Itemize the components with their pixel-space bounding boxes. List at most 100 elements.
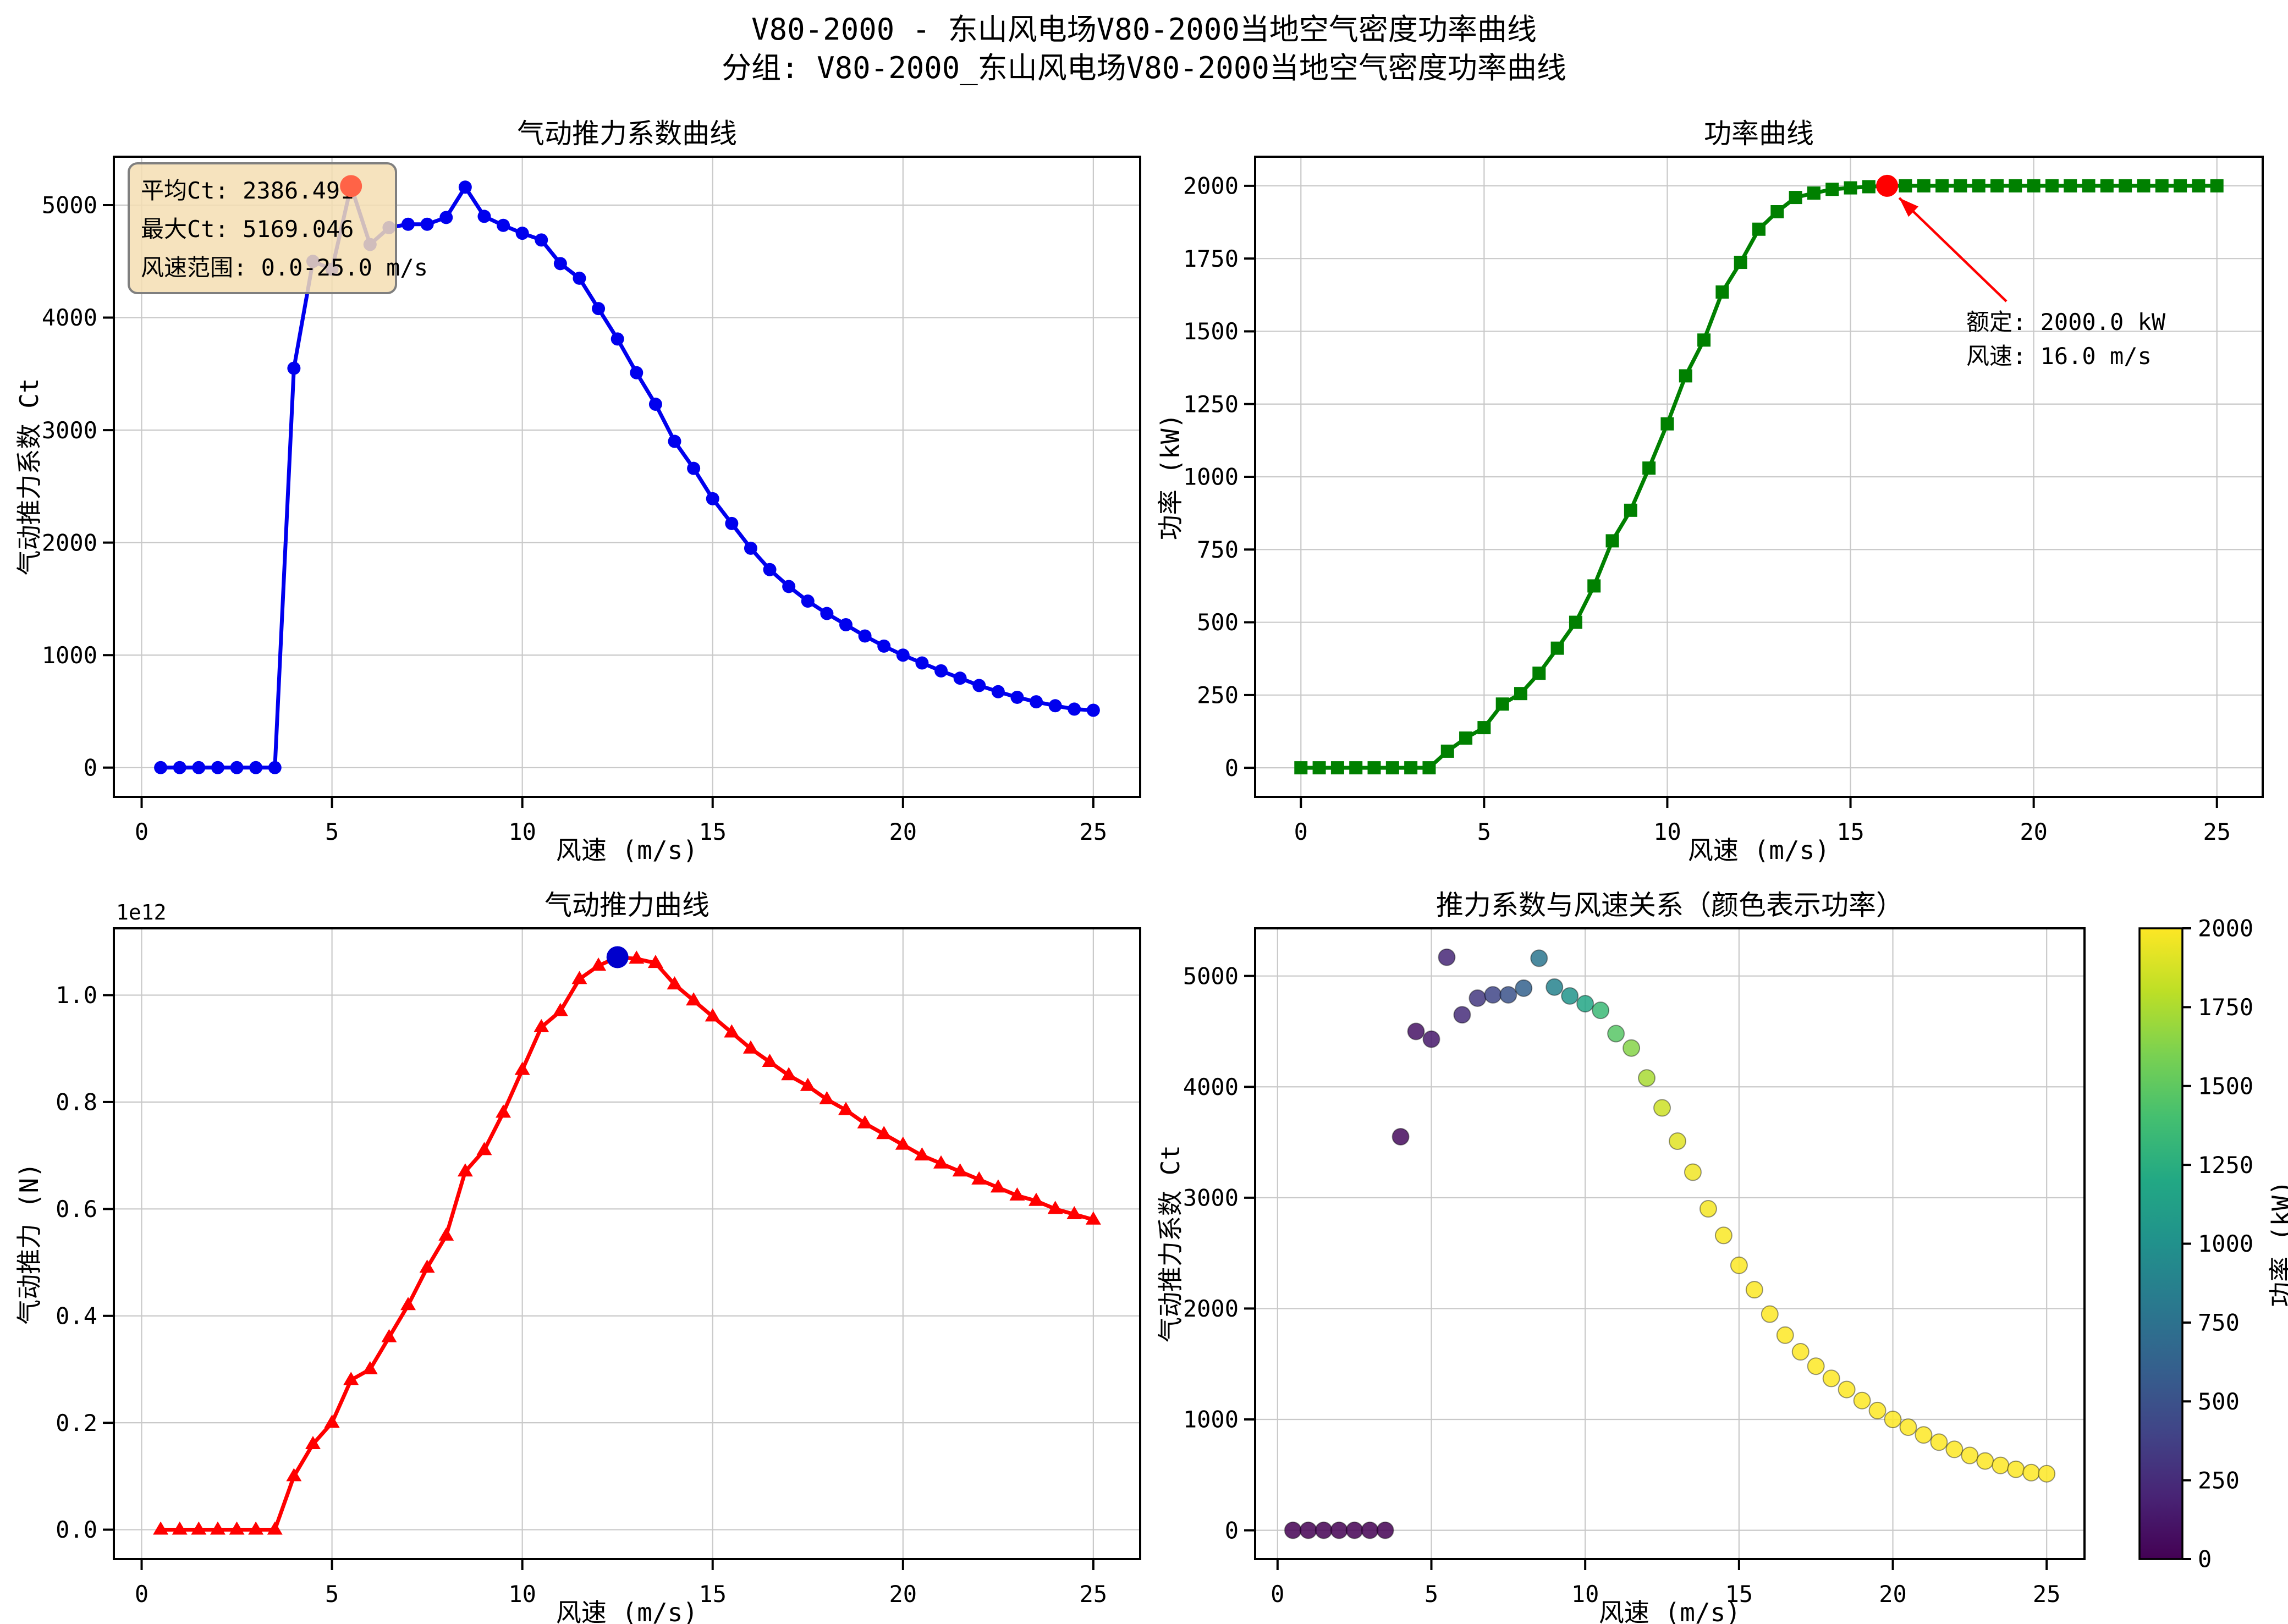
- scatter-point: [1330, 1521, 1348, 1539]
- annotation-line: 风速: 16.0 m/s: [1966, 343, 2152, 370]
- x-axis-label: 风速 (m/s): [556, 1598, 698, 1624]
- x-tick-label: 25: [2033, 1581, 2061, 1608]
- scatter-point: [1653, 1099, 1671, 1117]
- y-tick-label: 1750: [1183, 245, 1239, 272]
- scatter-point: [1761, 1305, 1779, 1323]
- y-tick-label: 0: [1225, 755, 1239, 781]
- marker-circle: [154, 761, 168, 774]
- marker-circle: [763, 563, 777, 576]
- marker-circle: [497, 218, 510, 232]
- x-tick-label: 20: [889, 1581, 917, 1608]
- marker-triangle: [895, 1136, 911, 1150]
- marker-circle: [477, 210, 491, 223]
- marker-circle: [839, 618, 853, 632]
- marker-circle: [725, 516, 739, 530]
- scatter-point: [1469, 989, 1487, 1007]
- marker-circle: [592, 302, 606, 316]
- marker-triangle: [724, 1024, 740, 1038]
- scatter-point: [1284, 1521, 1302, 1539]
- y-tick-label: 4000: [1183, 1074, 1239, 1100]
- scatter-point: [1530, 949, 1548, 967]
- highlight-point-ct-curve: [340, 175, 362, 197]
- marker-square: [2027, 179, 2041, 192]
- marker-square: [1367, 761, 1381, 775]
- panel-title-ct-ws-scatter: 推力系数与风速关系（颜色表示功率）: [1436, 889, 1904, 921]
- marker-square: [1734, 256, 1747, 269]
- scatter-point: [1561, 987, 1579, 1005]
- y-tick-label: 0.0: [56, 1516, 97, 1543]
- y-tick-label: 1000: [1183, 464, 1239, 491]
- marker-circle: [972, 679, 986, 692]
- scatter-point: [1915, 1426, 1933, 1444]
- marker-circle: [648, 398, 662, 411]
- x-tick-label: 5: [1477, 818, 1491, 845]
- marker-square: [1807, 186, 1821, 200]
- scatter-point: [1853, 1391, 1871, 1410]
- annotation-line: 额定: 2000.0 kW: [1966, 309, 2166, 335]
- y-tick-label: 0.4: [56, 1302, 97, 1329]
- scatter-point: [1607, 1025, 1625, 1043]
- x-tick-label: 15: [698, 1581, 727, 1608]
- annotation-arrow: [1898, 197, 2008, 302]
- marker-square: [1459, 731, 1473, 745]
- marker-circle: [1010, 690, 1024, 704]
- x-tick-label: 10: [1653, 818, 1681, 845]
- marker-square: [1294, 761, 1308, 775]
- marker-triangle: [305, 1436, 321, 1450]
- x-tick-label: 25: [2203, 818, 2231, 845]
- y-tick-label: 0.6: [56, 1196, 97, 1223]
- marker-circle: [249, 761, 263, 774]
- scatter-point: [1945, 1440, 1964, 1458]
- x-tick-label: 15: [698, 818, 727, 845]
- scatter-point: [1992, 1456, 2010, 1474]
- marker-square: [1624, 503, 1637, 517]
- y-tick-label: 1000: [1183, 1406, 1239, 1433]
- marker-square: [2045, 179, 2059, 192]
- marker-circle: [934, 664, 948, 678]
- x-tick-label: 20: [1879, 1581, 1907, 1608]
- scatter-point: [1314, 1521, 1333, 1539]
- colorbar: [2138, 927, 2184, 1560]
- y-tick-label: 1.0: [56, 982, 97, 1009]
- x-tick-label: 15: [1836, 818, 1865, 845]
- marker-square: [1477, 721, 1491, 735]
- marker-square: [2100, 179, 2114, 192]
- marker-circle: [573, 271, 586, 285]
- marker-square: [1972, 179, 1986, 192]
- x-tick-label: 25: [1080, 1581, 1108, 1608]
- annotation-arrowhead: [1899, 197, 1919, 217]
- colorbar-tick-label: 1250: [2198, 1152, 2253, 1179]
- scatter-point: [1438, 948, 1456, 966]
- marker-square: [1605, 534, 1619, 548]
- marker-circle: [915, 656, 929, 670]
- x-tick-label: 0: [135, 818, 148, 845]
- colorbar-tick-label: 500: [2198, 1388, 2240, 1415]
- marker-square: [1752, 222, 1766, 236]
- y-axis-label: 气动推力系数 Ct: [14, 378, 44, 575]
- y-tick-label: 750: [1197, 536, 1239, 563]
- marker-square: [1514, 687, 1527, 701]
- scatter-point: [1592, 1001, 1610, 1020]
- colorbar-tick-label: 1500: [2198, 1072, 2253, 1099]
- marker-square: [1954, 179, 1967, 192]
- scatter-point: [1976, 1452, 1994, 1470]
- scatter-point: [1684, 1163, 1702, 1181]
- y-tick-label: 0: [1225, 1517, 1239, 1544]
- scatter-point: [2038, 1465, 2056, 1483]
- info-box-line: 最大Ct: 5169.046: [141, 216, 354, 243]
- marker-triangle: [876, 1126, 892, 1139]
- series-markers-ct-curve: [154, 179, 1100, 774]
- marker-circle: [744, 541, 757, 555]
- marker-triangle: [267, 1521, 283, 1535]
- scatter-point: [1776, 1326, 1794, 1344]
- colorbar-tick-label: 1000: [2198, 1230, 2253, 1257]
- marker-square: [1532, 667, 1546, 680]
- marker-triangle: [191, 1521, 207, 1535]
- marker-triangle: [229, 1521, 245, 1535]
- marker-square: [2064, 179, 2077, 192]
- scatter-point: [1453, 1006, 1471, 1024]
- scatter-point: [1638, 1069, 1656, 1087]
- scatter-point: [1899, 1418, 1917, 1436]
